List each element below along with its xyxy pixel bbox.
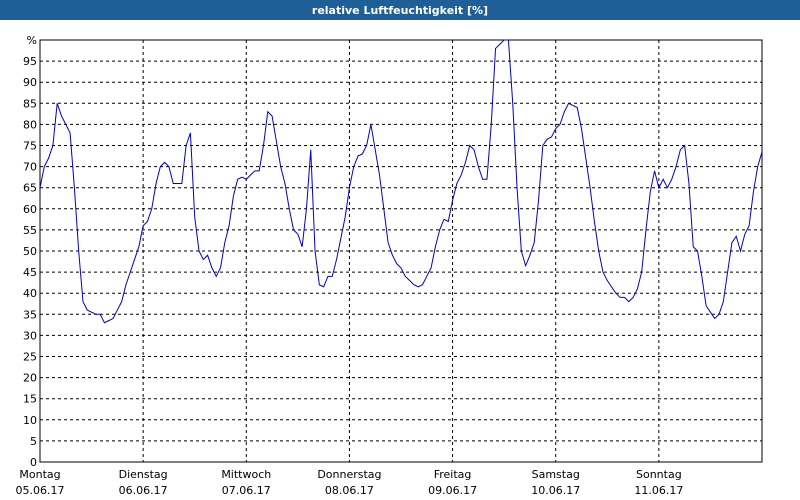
x-tick-date: 06.06.17	[119, 484, 168, 497]
x-tick-date: 09.06.17	[428, 484, 477, 497]
x-tick-date: 08.06.17	[325, 484, 374, 497]
x-tick-label: Sonntag	[636, 468, 682, 481]
y-tick-label: 85	[23, 97, 37, 110]
x-tick-label: Donnerstag	[317, 468, 381, 481]
y-tick-label: 45	[23, 266, 37, 279]
y-tick-label: 20	[23, 372, 37, 385]
x-tick-label: Montag	[19, 468, 60, 481]
y-tick-label: 80	[23, 118, 37, 131]
y-tick-label: 25	[23, 351, 37, 364]
x-tick-date: 07.06.17	[222, 484, 271, 497]
x-tick-label: Mittwoch	[221, 468, 271, 481]
x-tick-label: Samstag	[532, 468, 580, 481]
x-tick-label: Freitag	[434, 468, 472, 481]
title-bar	[0, 0, 800, 20]
x-tick-date: 11.06.17	[634, 484, 683, 497]
y-tick-label: 50	[23, 245, 37, 258]
y-tick-label: 40	[23, 287, 37, 300]
chart-title: relative Luftfeuchtigkeit [%]	[312, 4, 488, 17]
y-tick-label: 75	[23, 140, 37, 153]
y-tick-label: %	[27, 34, 37, 47]
x-tick-date: 05.06.17	[16, 484, 65, 497]
y-tick-label: 55	[23, 224, 37, 237]
y-tick-label: 5	[30, 435, 37, 448]
y-tick-label: 90	[23, 76, 37, 89]
x-tick-date: 10.06.17	[531, 484, 580, 497]
y-tick-label: 30	[23, 329, 37, 342]
y-tick-label: 60	[23, 203, 37, 216]
y-tick-label: 35	[23, 308, 37, 321]
line	[39, 39, 763, 324]
y-tick-label: 70	[23, 161, 37, 174]
y-tick-label: 10	[23, 414, 37, 427]
x-tick-label: Dienstag	[119, 468, 168, 481]
y-tick-label: 0	[30, 456, 37, 469]
y-tick-label: 65	[23, 182, 37, 195]
y-tick-label: 95	[23, 55, 37, 68]
y-tick-label: 15	[23, 393, 37, 406]
